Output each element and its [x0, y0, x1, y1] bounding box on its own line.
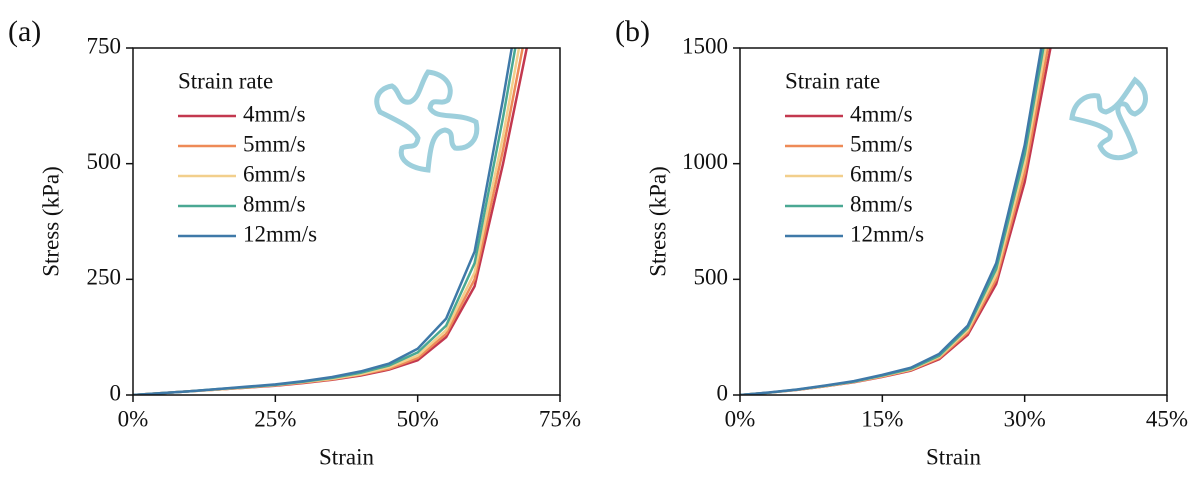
y-tick-label: 1000 [682, 149, 728, 174]
y-tick-label: 500 [87, 149, 122, 174]
icon [1069, 76, 1148, 161]
legend-label: 12mm/s [243, 221, 317, 246]
y-axis-label: Stress (kPa) [645, 166, 670, 277]
x-axis-label: Strain [926, 444, 981, 469]
legend-label: 5mm/s [850, 131, 913, 156]
legend-label: 5mm/s [243, 131, 306, 156]
legend-label: 4mm/s [850, 101, 913, 126]
x-axis-label: Strain [319, 444, 374, 469]
y-tick-label: 0 [717, 380, 729, 405]
plot-area [740, 48, 1052, 395]
x-tick-label: 45% [1146, 406, 1188, 431]
y-tick-label: 750 [87, 33, 122, 58]
legend-title: Strain rate [785, 68, 880, 93]
y-tick-label: 0 [110, 380, 122, 405]
x-tick-label: 15% [861, 406, 903, 431]
data-line [133, 48, 521, 395]
y-tick-label: 250 [87, 265, 122, 290]
plot-frame [739, 47, 1168, 396]
x-tick-label: 0% [725, 406, 756, 431]
data-line [740, 48, 1043, 395]
icon [374, 69, 480, 173]
plot-area [133, 48, 529, 395]
legend-label: 6mm/s [243, 161, 306, 186]
y-tick-label: 500 [694, 265, 729, 290]
x-tick-label: 50% [397, 406, 439, 431]
legend-label: 12mm/s [850, 221, 924, 246]
legend-label: 8mm/s [243, 191, 306, 216]
y-tick-label: 1500 [682, 33, 728, 58]
x-tick-label: 30% [1004, 406, 1046, 431]
data-line [133, 48, 514, 395]
data-line [133, 48, 517, 395]
legend-label: 4mm/s [243, 101, 306, 126]
legend-label: 6mm/s [850, 161, 913, 186]
x-tick-label: 75% [539, 406, 581, 431]
plot-frame [132, 47, 561, 396]
y-axis-label: Stress (kPa) [38, 166, 63, 277]
x-tick-label: 25% [254, 406, 296, 431]
legend-label: 8mm/s [850, 191, 913, 216]
data-line [133, 48, 524, 395]
legend-title: Strain rate [178, 68, 273, 93]
x-tick-label: 0% [118, 406, 149, 431]
panel-label: (a) [8, 15, 41, 48]
panel-label: (b) [615, 15, 650, 48]
